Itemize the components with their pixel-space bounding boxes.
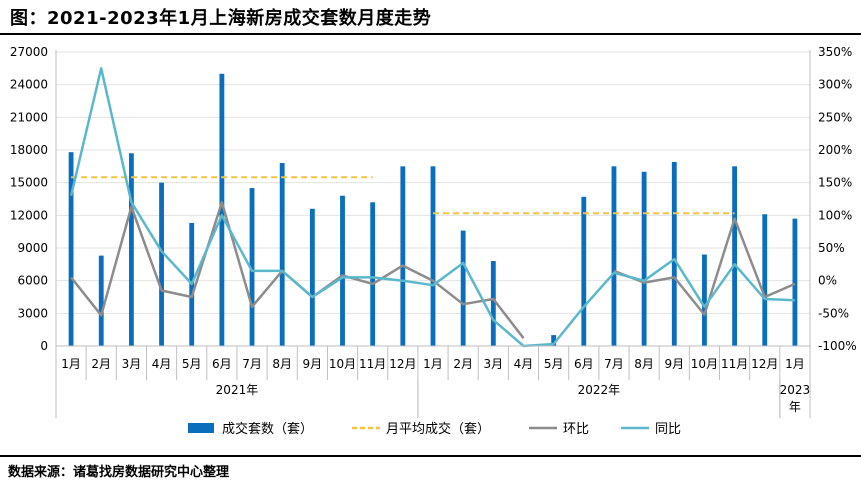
bar [611,166,617,346]
bar [460,230,466,346]
bar [732,166,738,346]
y-right-tick-label: 50% [818,241,845,255]
y-right-tick-label: 350% [818,45,852,59]
y-left-tick-label: 27000 [10,45,48,59]
mom-line [70,201,525,339]
y-right-tick-label: -50% [818,306,849,320]
x-tick-label: 5月 [544,357,564,371]
bar [279,163,285,346]
x-tick-label: 1月 [61,357,81,371]
x-tick-label: 8月 [634,357,654,371]
x-tick-label: 11月 [721,357,748,371]
x-tick-label: 3月 [483,357,503,371]
y-left-tick-label: 9000 [17,241,48,255]
title-rule [0,33,861,35]
bar [370,202,376,346]
y-left-tick-label: 0 [40,339,48,353]
bar [702,254,707,346]
y-right-tick-label: 100% [818,208,852,222]
x-tick-label: 7月 [604,357,624,371]
x-tick-label: 2月 [91,357,111,371]
legend-label: 同比 [655,422,681,437]
bar [219,73,225,347]
x-tick-label: 4月 [514,357,534,371]
axes-layer: 0 3000 6000 9000 12000 15000 18000 21000 24000 27… [10,45,857,418]
page-title: 图：2021-2023年1月上海新房成交套数月度走势 [10,8,432,29]
y-left-tick-label: 21000 [10,110,48,124]
y-left-tick-label: 12000 [10,208,48,222]
chart: 0 3000 6000 9000 12000 15000 18000 21000 24000 27… [10,45,857,437]
bar [128,153,134,346]
bar [340,195,345,346]
bar [581,196,587,346]
year-group-label: 2023 [780,383,811,397]
bars-layer [68,73,798,347]
x-tick-label: 8月 [272,357,292,371]
y-right-tick-label: 0% [818,274,837,288]
bar [249,188,255,346]
bar [400,166,406,346]
x-tick-label: 12月 [389,357,416,371]
bar [430,166,436,346]
x-tick-label: 5月 [182,357,202,371]
legend-label: 成交套数（套） [222,421,313,437]
bar [762,214,768,346]
x-tick-label: 11月 [359,357,386,371]
bar [641,171,647,346]
legend-label: 月平均成交（套） [386,421,490,437]
lines-layer [69,67,796,348]
mom-line [613,217,796,316]
y-right-tick-label: 200% [818,143,852,157]
x-tick-label: 2月 [453,357,473,371]
bar [309,208,315,346]
legend: 成交套数（套） 月平均成交（套） 环比 同比 [188,421,681,437]
legend-swatch [188,423,214,433]
legend-label: 环比 [563,422,589,437]
x-tick-label: 10月 [329,357,356,371]
y-left-tick-label: 6000 [17,274,48,288]
source-note: 数据来源：诸葛找房数据研究中心整理 [8,465,230,480]
x-tick-label: 7月 [242,357,262,371]
x-tick-label: 10月 [691,357,718,371]
bar [671,161,677,346]
y-right-tick-label: 150% [818,176,852,190]
y-left-tick-label: 3000 [17,306,48,320]
x-tick-label: 9月 [303,357,323,371]
x-tick-label: 1月 [423,357,443,371]
x-tick-label: 9月 [664,357,684,371]
x-tick-label: 4月 [152,357,172,371]
year-group-label-suffix: 年 [789,400,801,414]
x-tick-label: 12月 [751,357,778,371]
x-tick-label: 6月 [212,357,232,371]
footer-rule [0,455,861,457]
x-tick-label: 6月 [574,357,594,371]
x-tick-label: 1月 [785,357,805,371]
year-group-label: 2021年 [216,383,259,397]
y-right-tick-label: 300% [818,78,852,92]
y-left-tick-label: 24000 [10,78,48,92]
yoy-line [69,67,795,348]
y-right-tick-label: 250% [818,110,852,124]
bar [98,255,104,346]
bar [551,335,557,346]
y-left-tick-label: 15000 [10,176,48,190]
y-right-tick-label: -100% [818,339,857,353]
x-tick-label: 3月 [122,357,142,371]
bar [490,261,496,346]
bar [68,152,74,346]
year-group-label: 2022年 [578,383,621,397]
bar [792,218,798,346]
y-left-tick-label: 18000 [10,143,48,157]
bar [159,182,164,346]
